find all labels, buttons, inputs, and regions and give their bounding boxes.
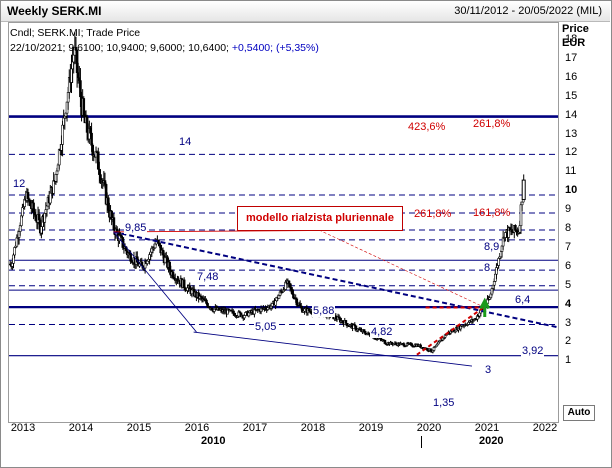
candle-body: [287, 280, 291, 284]
y-tick-label: 11: [565, 165, 577, 178]
x-tick-label: 2017: [242, 422, 268, 434]
level-label: 7,48: [196, 271, 220, 283]
candle-body: [49, 192, 52, 204]
x-tick-label: 2022: [532, 422, 558, 434]
level-label: 5,05: [254, 321, 278, 333]
level-label: 8: [483, 262, 492, 274]
fib-extension-label: 161,8%: [473, 207, 511, 219]
candle-body: [158, 242, 161, 246]
y-tick-label: 15: [565, 89, 578, 102]
level-label: 3: [484, 364, 493, 376]
candle-body: [182, 279, 186, 289]
last-candle-body: [521, 179, 526, 201]
candle-body: [45, 205, 49, 210]
y-tick-label: 8: [565, 222, 572, 234]
y-tick-label: 13: [565, 127, 578, 140]
x-axis: 2013 2014 2015 2016 2017 2018 2019 2020 2021 2022…: [8, 421, 557, 465]
pattern-note: modello rialzista pluriennale: [237, 206, 403, 231]
y-axis-unit: EUR: [562, 37, 586, 49]
x-tick-label: 2015: [126, 422, 152, 434]
y-axis-title: Price: [562, 23, 589, 35]
x-tick-label: 2021: [474, 422, 500, 434]
level-label: 4,82: [370, 326, 394, 338]
info-panel: Cndl; SERK.MI; Trade Price 22/10/2021; 9…: [10, 26, 319, 56]
level-label: 6,4: [514, 294, 532, 306]
y-tick-label: 17: [565, 51, 578, 64]
change-values: +0,5400; (+5,35%): [231, 42, 319, 54]
x-tick-label: 2020: [416, 422, 442, 434]
y-tick-label: 4: [565, 297, 572, 310]
y-tick-label: 3: [565, 316, 572, 329]
fib-extension-label: 261,8%: [473, 118, 511, 130]
instrument-info: Cndl; SERK.MI; Trade Price: [10, 27, 141, 39]
channel-connector: [113, 231, 197, 333]
date-range: 30/11/2012 - 20/05/2022 (MIL): [454, 5, 602, 17]
x-tick-label: 2013: [10, 422, 36, 434]
y-tick-label: 9: [565, 203, 572, 216]
candle-info: 22/10/2021; 9,6100; 10,9400; 9,6000; 10,…: [10, 41, 319, 56]
x-decade-label: 2010: [201, 435, 226, 447]
candle-body: [13, 247, 16, 256]
candle-body: [295, 298, 299, 306]
y-tick-label: 2: [565, 335, 572, 348]
x-tick-label: 2018: [300, 422, 326, 434]
y-tick-label: 16: [565, 70, 578, 83]
ohlc-values: 22/10/2021; 9,6100; 10,9400; 9,6000; 10,…: [10, 42, 229, 54]
candle-body: [344, 320, 348, 324]
fib-extension-label: 261,8%: [414, 208, 452, 220]
price-chart-svg: [9, 32, 558, 367]
y-tick-label: 14: [565, 108, 578, 121]
y-tick-label: 18: [565, 33, 578, 45]
level-label: 5,88: [312, 305, 336, 317]
level-label: 3,92: [521, 345, 545, 357]
level-label: 14: [178, 136, 193, 148]
breakout-arrow: [479, 297, 491, 317]
candle-body: [55, 170, 59, 175]
y-tick-label: 5: [565, 278, 572, 291]
y-tick-label: 1: [565, 354, 572, 367]
level-label: 12: [12, 178, 27, 190]
auto-scale-button[interactable]: Auto: [563, 405, 595, 421]
y-tick-label: 12: [565, 146, 578, 159]
lower-channel-line: [193, 331, 473, 367]
y-tick-label: 10: [565, 184, 578, 197]
fib-extension-label: 423,6%: [408, 121, 446, 133]
y-tick-label: 7: [565, 240, 572, 253]
x-tick-label: 2016: [184, 422, 210, 434]
x-tick-label: 2014: [68, 422, 94, 434]
chart-title: Weekly SERK.MI: [7, 4, 102, 18]
x-decade-label: 2020: [479, 435, 504, 447]
decade-marker: [421, 436, 422, 448]
title-bar: Weekly SERK.MI 30/11/2012 - 20/05/2022 (…: [1, 1, 610, 22]
candle-body: [429, 348, 432, 352]
y-tick-label: 6: [565, 259, 572, 272]
level-label: 9,85: [124, 222, 148, 234]
level-label: 1,35: [432, 397, 456, 409]
x-tick-label: 2019: [358, 422, 384, 434]
level-label: 8,9: [483, 241, 501, 253]
